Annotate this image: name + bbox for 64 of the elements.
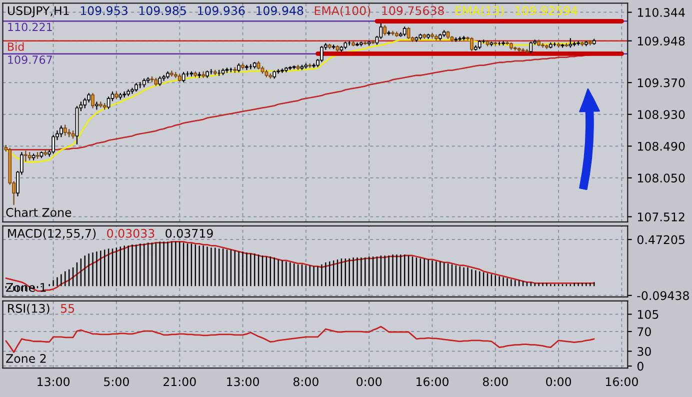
candlestick (83, 98, 87, 108)
y-tick-label: 108.490 (638, 142, 685, 151)
candlestick (202, 71, 205, 78)
annotation: 55 (60, 304, 74, 313)
candlestick (95, 102, 98, 110)
candlestick (356, 42, 359, 46)
annotation: 109.92594 (515, 6, 578, 16)
series-label: EMA(13) (456, 6, 504, 16)
annotation: 109.985 (139, 6, 186, 16)
candlestick (60, 125, 63, 138)
x-tick-label: 16:00 (606, 377, 638, 386)
y-tick-label: 105 (638, 310, 658, 319)
y-tick-label: -0.09438 (637, 291, 689, 300)
candlestick (24, 150, 28, 162)
y-tick-label: 110.344 (638, 8, 685, 17)
text: EMA(100) (314, 6, 370, 16)
x-tick-label: 0:00 (356, 377, 382, 386)
annotation: 109.948 (256, 6, 304, 16)
candlestick (529, 42, 533, 54)
chart-title: USDJPY,H1 (8, 6, 69, 18)
annotation: Zone 2 (6, 354, 46, 363)
candlestick (91, 92, 94, 108)
y-tick-label: 108.930 (638, 110, 685, 120)
candlestick (470, 37, 474, 52)
y-tick-label: 109.370 (638, 78, 685, 88)
candlestick (280, 68, 284, 74)
annotation: 109.936 (198, 6, 245, 16)
x-tick-label: 13:00 (227, 377, 259, 386)
candlestick (170, 70, 174, 77)
x-tick-label: 13:00 (38, 377, 70, 386)
candlestick (379, 22, 383, 40)
y-tick-label: 107.512 (638, 212, 684, 222)
chart-title: MACD(12,55,7) (8, 228, 96, 240)
annotation: 0.03719 (166, 228, 213, 238)
candlestick (52, 134, 55, 154)
x-tick-label: 8:00 (293, 377, 318, 386)
x-tick-label: 16:00 (416, 377, 448, 386)
annotation: Chart Zone (6, 208, 72, 217)
line-series (5, 326, 595, 353)
candlestick (391, 30, 394, 36)
y-tick-label: 70 (638, 327, 651, 336)
x-tick-label: 0:00 (546, 377, 572, 386)
candlestick (182, 72, 186, 82)
line-series (5, 240, 595, 292)
annotation: 109.953 (80, 6, 128, 16)
y-tick-label: 108.050 (638, 174, 685, 183)
candlestick (383, 25, 387, 36)
candlestick (106, 96, 110, 110)
x-tick-label: 5:00 (104, 377, 129, 386)
y-tick-label: 109.948 (638, 36, 685, 46)
x-tick-label: 8:00 (482, 377, 508, 386)
y-tick-label: 0.47205 (637, 235, 684, 244)
ref-line-label: Bid (8, 42, 24, 51)
y-tick-label: 0 (637, 362, 644, 371)
chart-title: RSI(13) (8, 304, 50, 314)
ref-line-label: 109.767 (8, 56, 52, 64)
ref-line-label: 110.221 (8, 22, 52, 32)
y-tick-label: 30 (638, 346, 651, 356)
annotation: 0.03033 (107, 228, 154, 238)
candlestick (245, 64, 248, 70)
x-tick-label: 21:00 (163, 377, 196, 386)
candlestick (63, 124, 67, 136)
candlestick (541, 43, 544, 48)
annotation: 109.75638 (382, 6, 444, 16)
